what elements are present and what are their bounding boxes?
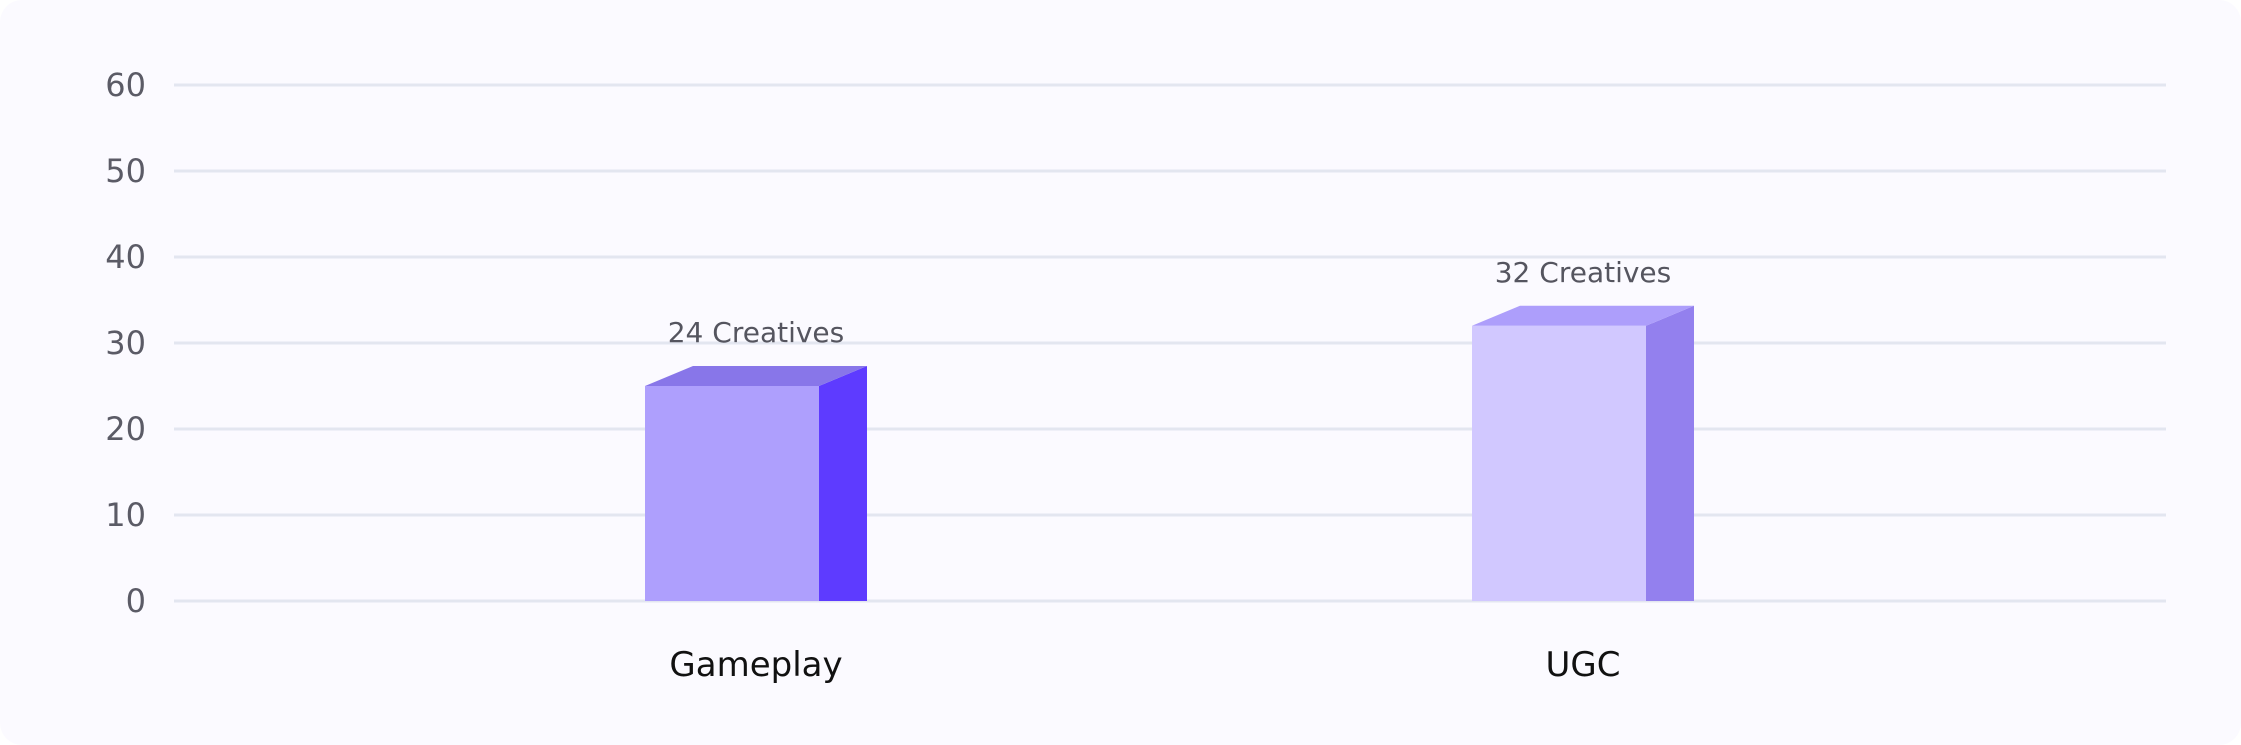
y-tick-label: 30 xyxy=(105,324,146,362)
bar-side-face xyxy=(819,366,867,601)
bar-front-face xyxy=(645,386,819,601)
y-tick-label: 50 xyxy=(105,152,146,190)
bar-side-face xyxy=(1646,305,1694,601)
y-tick-label: 40 xyxy=(105,238,146,276)
bars xyxy=(645,305,1694,601)
x-category-label: Gameplay xyxy=(669,645,842,685)
data-labels: 24 Creatives 32 Creatives xyxy=(668,256,1672,349)
bar-data-label: 24 Creatives xyxy=(668,316,845,349)
bar-front-face xyxy=(1472,325,1646,601)
bar-gameplay xyxy=(645,366,867,601)
y-tick-label: 20 xyxy=(105,410,146,448)
y-tick-label: 0 xyxy=(126,582,146,620)
x-axis-categories: Gameplay UGC xyxy=(669,645,1620,685)
x-category-label: UGC xyxy=(1546,645,1621,685)
bar-top-face xyxy=(645,366,867,386)
bar-ugc xyxy=(1472,305,1694,601)
y-tick-label: 10 xyxy=(105,496,146,534)
bar-data-label: 32 Creatives xyxy=(1495,256,1672,289)
y-tick-label: 60 xyxy=(105,66,146,104)
y-axis-ticks: 0 10 20 30 40 50 60 xyxy=(105,66,146,620)
gridlines xyxy=(174,83,2166,603)
bar-top-face xyxy=(1472,305,1694,326)
